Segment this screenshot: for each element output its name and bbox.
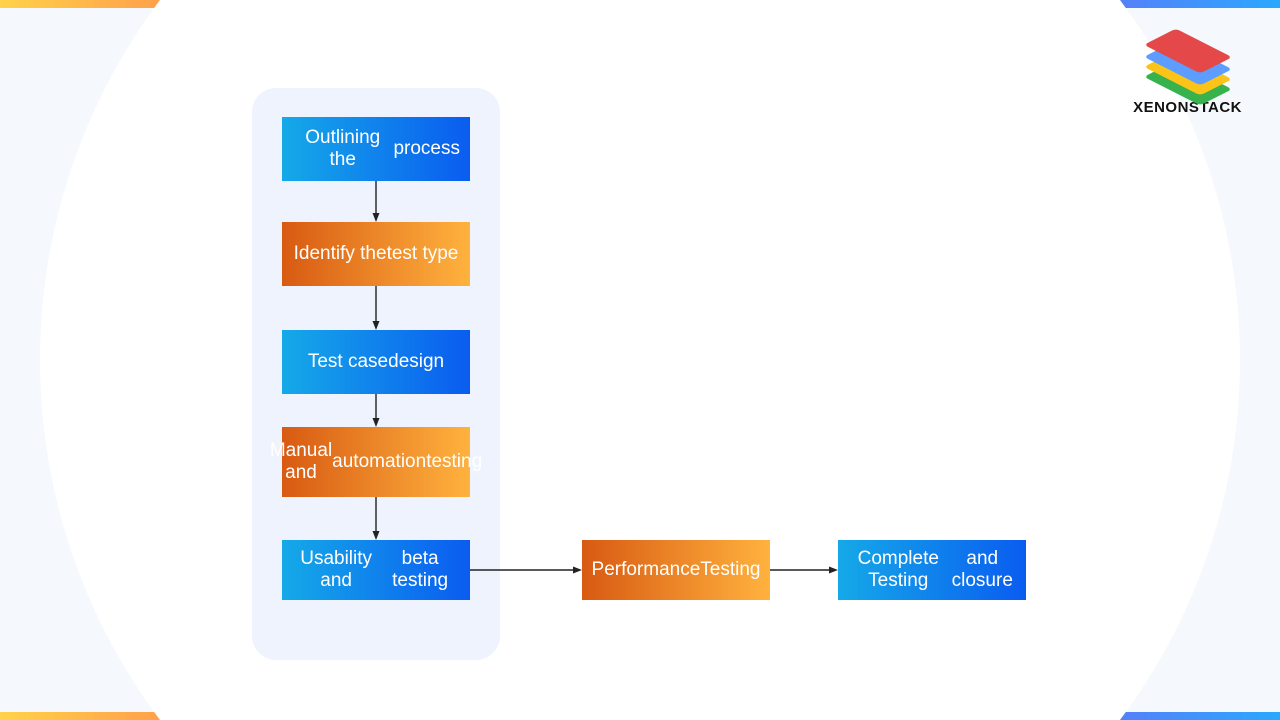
flow-node-n5: Usability andbeta testing	[282, 540, 470, 600]
flow-node-n4: Manual andautomationtesting	[282, 427, 470, 497]
flow-node-n7: Complete Testingand closure	[838, 540, 1026, 600]
flow-node-n2: Identify thetest type	[282, 222, 470, 286]
flow-node-n3: Test casedesign	[282, 330, 470, 394]
flowchart-edges	[0, 0, 1280, 720]
flow-node-n1: Outlining theprocess	[282, 117, 470, 181]
flowchart: Outlining theprocess Identify thetest typ…	[0, 0, 1280, 720]
flow-node-n6: PerformanceTesting	[582, 540, 770, 600]
